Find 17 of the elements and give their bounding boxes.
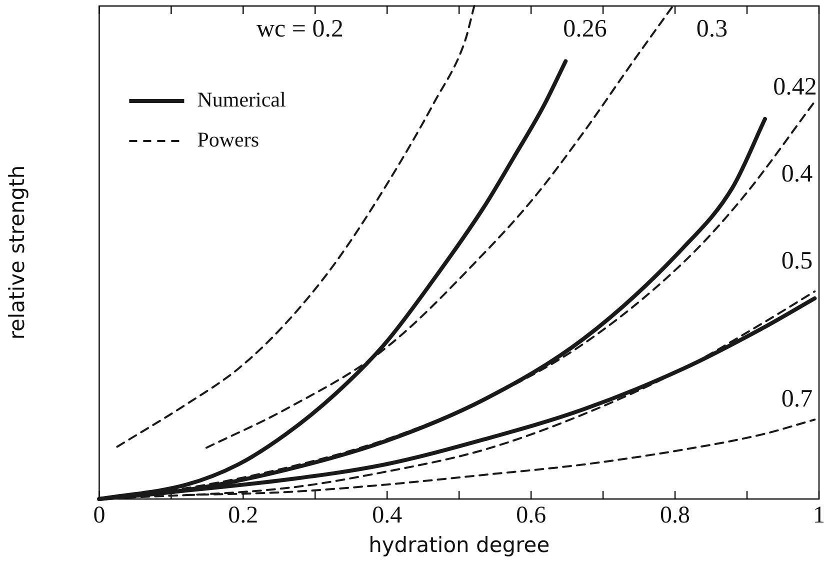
- y-axis-title: relative strength: [5, 165, 30, 340]
- x-tick-label: 0.4: [372, 502, 402, 529]
- annotation: 0.4: [781, 160, 814, 188]
- annotation: 0.7: [781, 386, 813, 413]
- legend-label: Numerical: [197, 88, 286, 112]
- annotation: 0.42: [773, 74, 817, 101]
- legend-label: Powers: [197, 128, 260, 152]
- annotation: wc = 0.2: [256, 16, 344, 43]
- x-tick-label: 0: [93, 502, 106, 529]
- annotation: 0.5: [781, 248, 813, 275]
- x-tick-label: 1: [813, 502, 825, 529]
- x-tick-label: 0.8: [660, 502, 690, 529]
- x-tick-label: 0.2: [228, 502, 258, 529]
- annotation: 0.3: [696, 16, 728, 43]
- annotation: 0.26: [563, 16, 607, 43]
- x-axis-title: hydration degree: [368, 532, 550, 557]
- x-tick-label: 0.6: [516, 502, 546, 529]
